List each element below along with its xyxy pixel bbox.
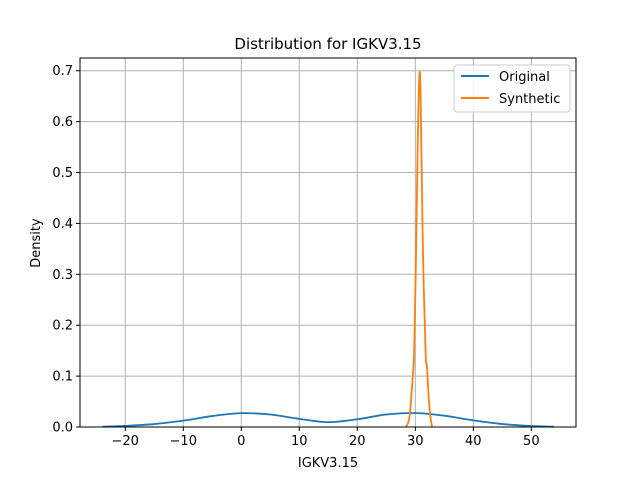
y-tick-label: 0.4 <box>52 217 73 232</box>
x-axis-label: IGKV3.15 <box>298 456 358 471</box>
series-line-synthetic <box>405 71 434 428</box>
y-tick-label: 0.2 <box>52 319 73 334</box>
legend-label-synthetic: Synthetic <box>499 92 560 107</box>
series-lines <box>102 71 554 428</box>
x-tick-label: 10 <box>291 434 308 449</box>
y-tick-label: 0.6 <box>52 115 73 130</box>
x-tick-label: 20 <box>349 434 366 449</box>
x-tick-label: 50 <box>523 434 540 449</box>
legend-label-original: Original <box>499 70 550 85</box>
y-tick-label: 0.5 <box>52 166 73 181</box>
x-tick-label: 0 <box>237 434 245 449</box>
x-tick-label: −10 <box>170 434 197 449</box>
x-tick-label: 40 <box>465 434 482 449</box>
y-tick-label: 0.0 <box>52 421 73 436</box>
x-tick-label: −20 <box>112 434 139 449</box>
chart-title: Distribution for IGKV3.15 <box>234 35 421 53</box>
legend: Original Synthetic <box>453 64 571 113</box>
axis-ticks: −20 −10 0 10 20 30 40 50 0.0 0.1 0.2 0.3 0.4 0.5 0.6 0.… <box>52 64 539 449</box>
y-tick-label: 0.1 <box>52 370 73 385</box>
x-tick-label: 30 <box>407 434 424 449</box>
plot-frame <box>79 57 577 428</box>
y-tick-label: 0.7 <box>52 64 73 79</box>
series-line-original <box>102 412 554 428</box>
y-axis-label: Density <box>29 218 44 268</box>
y-tick-label: 0.3 <box>52 268 73 283</box>
